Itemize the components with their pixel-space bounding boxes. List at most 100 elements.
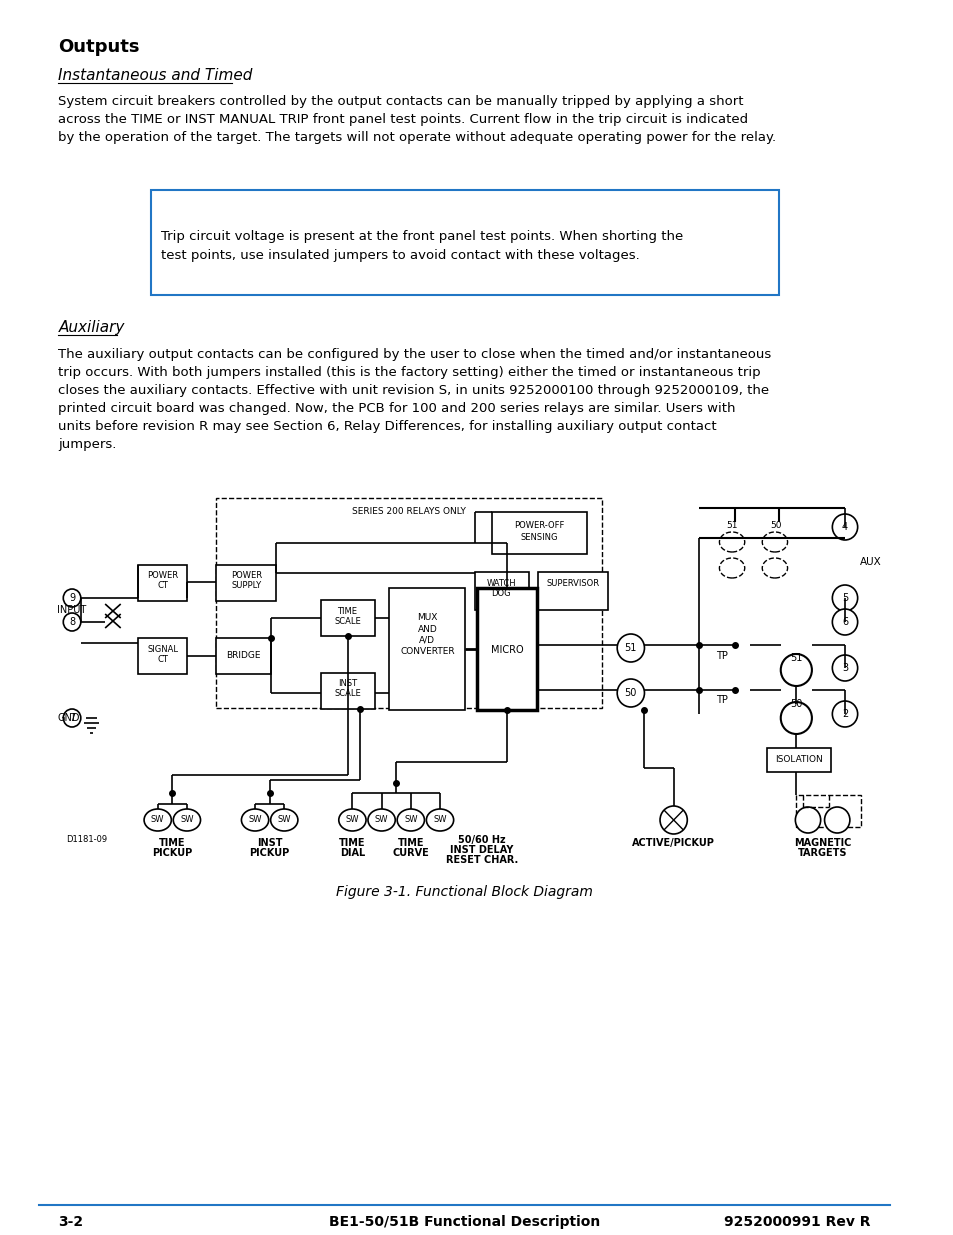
Text: 9: 9: [69, 593, 75, 603]
Circle shape: [617, 679, 644, 706]
Text: 9252000991 Rev R: 9252000991 Rev R: [723, 1215, 869, 1229]
Text: SERIES 200 RELAYS ONLY: SERIES 200 RELAYS ONLY: [352, 508, 465, 516]
Text: TIME: TIME: [397, 839, 424, 848]
Ellipse shape: [241, 809, 269, 831]
Circle shape: [780, 655, 811, 685]
Text: 2: 2: [841, 709, 847, 719]
Text: INST DELAY: INST DELAY: [450, 845, 513, 855]
Text: WATCH: WATCH: [486, 578, 516, 588]
Text: DOG: DOG: [491, 589, 511, 598]
Text: D1181-09: D1181-09: [66, 836, 107, 845]
Text: MAGNETIC: MAGNETIC: [793, 839, 850, 848]
Text: TP: TP: [716, 695, 727, 705]
FancyBboxPatch shape: [138, 564, 187, 601]
Text: SCALE: SCALE: [334, 616, 360, 625]
FancyBboxPatch shape: [389, 588, 465, 710]
Text: SIGNAL: SIGNAL: [147, 645, 178, 653]
FancyBboxPatch shape: [321, 673, 375, 709]
FancyBboxPatch shape: [796, 795, 860, 827]
Text: The auxiliary output contacts can be configured by the user to close when the ti: The auxiliary output contacts can be con…: [58, 348, 771, 451]
Text: Auxiliary: Auxiliary: [58, 320, 125, 335]
FancyBboxPatch shape: [151, 190, 778, 222]
FancyBboxPatch shape: [475, 572, 528, 610]
Text: BE1-50/51B Functional Description: BE1-50/51B Functional Description: [329, 1215, 599, 1229]
Ellipse shape: [271, 809, 297, 831]
Text: GND: GND: [57, 713, 80, 722]
FancyBboxPatch shape: [476, 588, 537, 710]
Text: 51: 51: [624, 643, 637, 653]
Text: CT: CT: [157, 582, 168, 590]
Text: DIAL: DIAL: [339, 848, 365, 858]
FancyBboxPatch shape: [216, 498, 601, 708]
Text: RESET CHAR.: RESET CHAR.: [445, 855, 517, 864]
Ellipse shape: [719, 532, 744, 552]
Text: CURVE: CURVE: [392, 848, 429, 858]
Text: A/D: A/D: [419, 636, 435, 645]
Text: Trip circuit voltage is present at the front panel test points. When shorting th: Trip circuit voltage is present at the f…: [160, 230, 682, 262]
Text: System circuit breakers controlled by the output contacts can be manually trippe: System circuit breakers controlled by th…: [58, 95, 776, 144]
Text: SUPERVISOR: SUPERVISOR: [546, 579, 599, 589]
Text: MUX: MUX: [416, 614, 437, 622]
Circle shape: [831, 655, 857, 680]
Text: INPUT: INPUT: [57, 605, 87, 615]
Text: CT: CT: [157, 655, 168, 663]
Text: POWER-OFF: POWER-OFF: [514, 521, 564, 531]
Text: 50: 50: [769, 521, 781, 531]
Text: 3: 3: [841, 663, 847, 673]
Text: PICKUP: PICKUP: [250, 848, 290, 858]
Ellipse shape: [761, 558, 787, 578]
Circle shape: [831, 701, 857, 727]
Text: 8: 8: [69, 618, 75, 627]
Text: 5: 5: [841, 593, 847, 603]
Text: Outputs: Outputs: [58, 38, 140, 56]
Text: SCALE: SCALE: [334, 689, 360, 699]
Text: SW: SW: [248, 815, 261, 825]
Text: SW: SW: [180, 815, 193, 825]
Text: AND: AND: [417, 625, 436, 634]
Ellipse shape: [338, 809, 366, 831]
FancyBboxPatch shape: [151, 190, 778, 295]
Text: 51: 51: [789, 653, 801, 663]
Ellipse shape: [719, 558, 744, 578]
Text: POWER: POWER: [147, 572, 178, 580]
Circle shape: [831, 514, 857, 540]
Text: SW: SW: [277, 815, 291, 825]
Circle shape: [63, 613, 81, 631]
Text: INST: INST: [256, 839, 282, 848]
Text: TP: TP: [716, 651, 727, 661]
FancyBboxPatch shape: [491, 513, 586, 555]
Circle shape: [780, 701, 811, 734]
FancyBboxPatch shape: [537, 572, 608, 610]
Text: 6: 6: [841, 618, 847, 627]
Text: SW: SW: [433, 815, 446, 825]
Text: CONVERTER: CONVERTER: [399, 646, 455, 656]
Text: INST: INST: [337, 679, 356, 688]
Text: SW: SW: [375, 815, 388, 825]
Text: WARNING!: WARNING!: [421, 199, 508, 214]
Text: SENSING: SENSING: [520, 532, 558, 541]
Circle shape: [831, 585, 857, 611]
FancyBboxPatch shape: [138, 638, 187, 674]
Ellipse shape: [426, 809, 454, 831]
Circle shape: [617, 634, 644, 662]
Text: SW: SW: [151, 815, 164, 825]
Text: TIME: TIME: [337, 606, 357, 615]
Ellipse shape: [761, 532, 787, 552]
Text: ACTIVE/PICKUP: ACTIVE/PICKUP: [632, 839, 715, 848]
Text: AUX: AUX: [860, 557, 882, 567]
Circle shape: [831, 609, 857, 635]
Text: ISOLATION: ISOLATION: [775, 756, 822, 764]
Ellipse shape: [144, 809, 172, 831]
Text: 50: 50: [789, 699, 801, 709]
Text: Instantaneous and Timed: Instantaneous and Timed: [58, 68, 253, 83]
Text: Figure 3-1. Functional Block Diagram: Figure 3-1. Functional Block Diagram: [335, 885, 592, 899]
FancyBboxPatch shape: [216, 564, 276, 601]
Text: 4: 4: [841, 522, 847, 532]
Text: 50/60 Hz: 50/60 Hz: [457, 835, 505, 845]
Text: SW: SW: [404, 815, 417, 825]
Text: 7: 7: [69, 713, 75, 722]
Ellipse shape: [368, 809, 395, 831]
Text: MICRO: MICRO: [491, 645, 523, 655]
Text: TIME: TIME: [339, 839, 365, 848]
Text: SUPPLY: SUPPLY: [231, 582, 261, 590]
